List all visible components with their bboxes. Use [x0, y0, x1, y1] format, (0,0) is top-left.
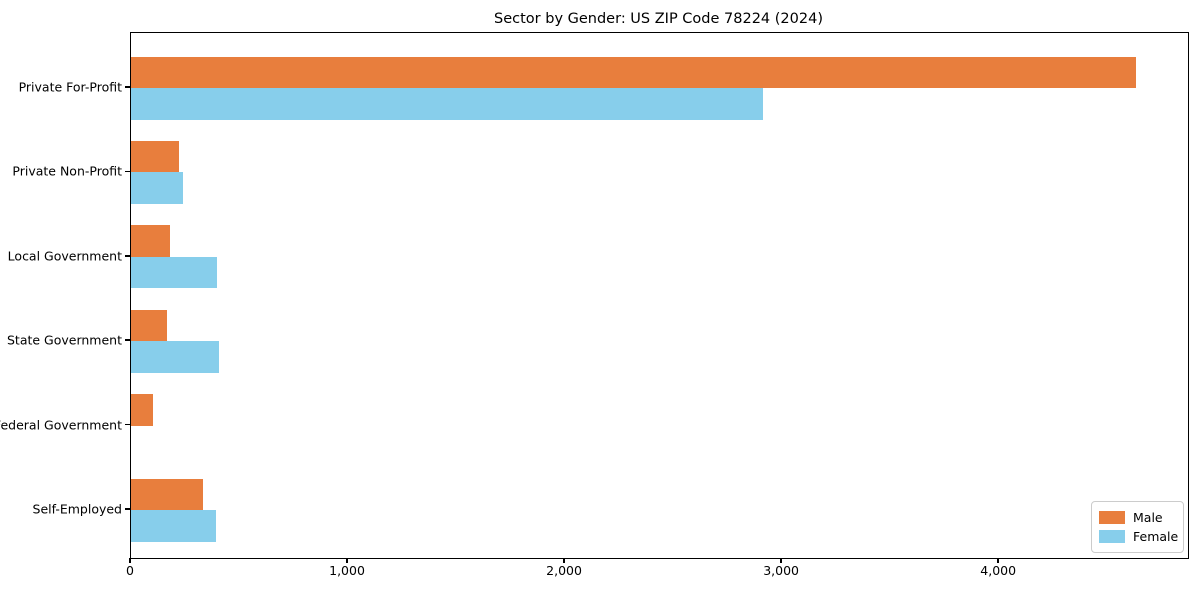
- bar-female-2: [131, 172, 184, 204]
- y-tick-mark: [125, 339, 130, 341]
- y-tick-label: Local Government: [7, 248, 122, 264]
- legend-item-female: Female: [1099, 527, 1179, 546]
- y-tick-label: Federal Government: [0, 417, 122, 433]
- x-tick-label: 1,000: [329, 563, 365, 578]
- chart-title: Sector by Gender: US ZIP Code 78224 (202…: [494, 11, 823, 27]
- x-tick-label: 2,000: [546, 563, 582, 578]
- y-tick-mark: [125, 423, 130, 426]
- x-tick-mark: [997, 558, 999, 563]
- plot-area: Male Female: [130, 32, 1189, 559]
- bar-male-3: [131, 225, 171, 257]
- bar-female-4: [131, 341, 219, 373]
- bar-female-1: [131, 88, 763, 120]
- y-tick-label: Self-Employed: [32, 501, 122, 517]
- female-legend-swatch: [1099, 530, 1125, 543]
- bar-female-6: [131, 510, 216, 542]
- legend: Male Female: [1091, 501, 1184, 553]
- bar-male-2: [131, 140, 179, 173]
- bar-male-5: [131, 394, 153, 426]
- x-tick-mark: [346, 558, 348, 563]
- bar-male-4: [131, 309, 167, 342]
- bar-female-3: [131, 256, 217, 289]
- y-tick-mark: [125, 170, 130, 173]
- y-tick-label: Private Non-Profit: [12, 163, 122, 179]
- x-tick-label: 0: [126, 563, 134, 578]
- y-tick-label: State Government: [6, 332, 122, 348]
- x-tick-label: 4,000: [980, 563, 1017, 578]
- y-tick-mark: [125, 86, 130, 88]
- x-tick-mark: [563, 558, 565, 563]
- legend-item-male: Male: [1099, 508, 1175, 527]
- x-tick-mark: [780, 558, 782, 563]
- bar-male-6: [131, 478, 203, 510]
- x-tick-mark: [129, 558, 131, 563]
- male-legend-label: Male: [1133, 510, 1163, 525]
- y-tick-mark: [125, 255, 130, 257]
- male-legend-swatch: [1099, 511, 1125, 524]
- y-tick-mark: [125, 508, 130, 510]
- x-tick-label: 3,000: [763, 563, 800, 578]
- bar-male-1: [131, 56, 1136, 88]
- y-tick-label: Private For-Profit: [18, 79, 122, 95]
- female-legend-label: Female: [1133, 529, 1179, 544]
